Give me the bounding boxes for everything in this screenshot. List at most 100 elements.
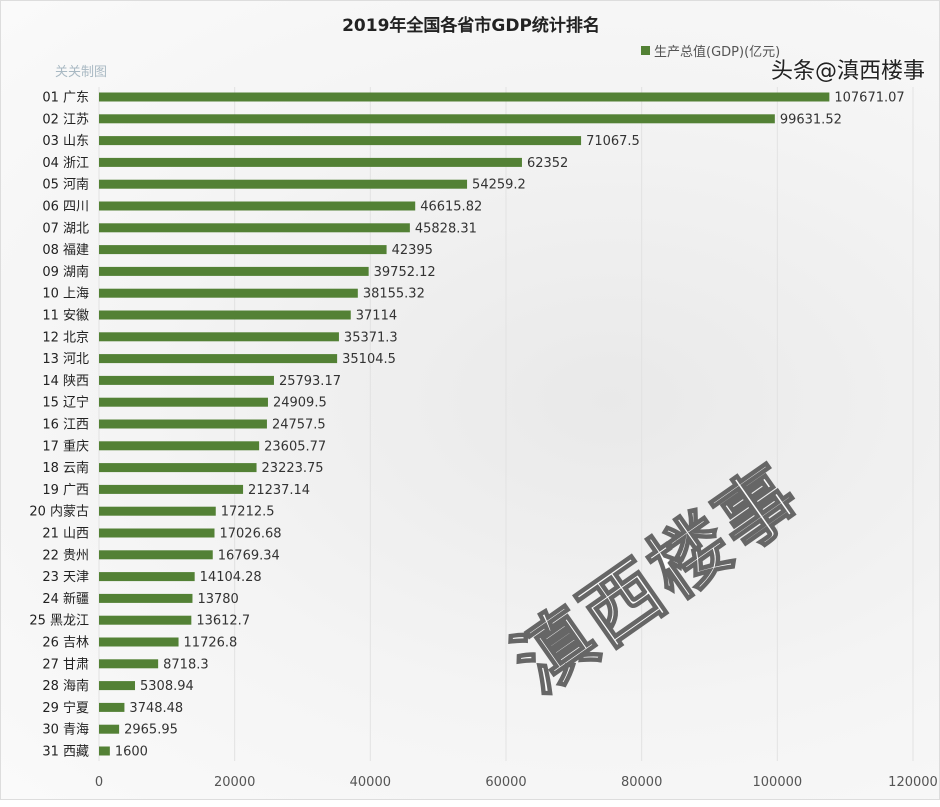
- credit-watermark: 头条@滇西楼事: [770, 59, 925, 84]
- bar: [99, 702, 125, 712]
- value-label: 39752.12: [374, 265, 436, 280]
- bar: [99, 419, 267, 429]
- value-label: 3748.48: [129, 701, 183, 716]
- category-label: 20 内蒙古: [29, 504, 89, 520]
- bar: [99, 332, 339, 342]
- category-label: 30 青海: [42, 723, 89, 738]
- bar: [99, 593, 193, 603]
- bar: [99, 550, 213, 560]
- category-label: 09 湖南: [42, 264, 89, 280]
- maker-label: 关关制图: [55, 65, 108, 80]
- value-label: 99631.52: [780, 112, 842, 127]
- category-label: 26 吉林: [42, 636, 89, 651]
- bar: [99, 506, 216, 516]
- bar: [99, 724, 120, 734]
- category-label: 22 贵州: [42, 548, 89, 563]
- value-label: 62352: [527, 156, 568, 171]
- value-label: 23605.77: [264, 439, 326, 454]
- bar: [99, 288, 358, 298]
- category-label: 18 云南: [42, 460, 89, 476]
- category-label: 11 安徽: [42, 309, 89, 324]
- bar: [99, 659, 159, 669]
- value-label: 2965.95: [124, 723, 178, 738]
- category-label: 23 天津: [42, 570, 89, 585]
- x-tick-label: 100000: [753, 775, 803, 790]
- value-label: 42395: [392, 243, 433, 258]
- value-label: 17026.68: [219, 527, 281, 542]
- category-label: 31 西藏: [42, 745, 89, 760]
- value-label: 46615.82: [420, 200, 482, 215]
- category-label: 03 山东: [42, 134, 89, 149]
- value-label: 13780: [197, 592, 238, 607]
- legend-label: 生产总值(GDP)(亿元): [654, 45, 781, 60]
- category-label: 29 宁夏: [42, 700, 89, 716]
- bar: [99, 637, 179, 647]
- value-label: 45828.31: [415, 221, 477, 236]
- category-label: 05 河南: [42, 177, 89, 193]
- value-label: 16769.34: [218, 548, 280, 563]
- bar: [99, 266, 369, 276]
- value-label: 14104.28: [200, 570, 262, 585]
- value-label: 17212.5: [221, 505, 275, 520]
- category-label: 15 辽宁: [42, 395, 89, 411]
- category-label: 24 新疆: [42, 591, 89, 607]
- bar: [99, 746, 110, 756]
- bar: [99, 354, 338, 364]
- bar: [99, 157, 522, 167]
- category-label: 13 河北: [42, 352, 89, 367]
- value-label: 8718.3: [163, 657, 209, 672]
- chart-title: 2019年全国各省市GDP统计排名: [342, 16, 600, 36]
- value-label: 35371.3: [344, 330, 398, 345]
- bar: [99, 92, 830, 102]
- category-label: 25 黑龙江: [29, 614, 89, 629]
- bar: [99, 572, 195, 582]
- x-tick-label: 0: [95, 775, 103, 790]
- category-label: 27 甘肃: [42, 657, 89, 672]
- value-label: 1600: [115, 745, 148, 760]
- x-tick-label: 120000: [888, 775, 938, 790]
- category-label: 19 广西: [42, 483, 89, 498]
- value-label: 5308.94: [140, 679, 194, 694]
- bar: [99, 136, 582, 146]
- category-label: 21 山西: [42, 527, 89, 542]
- value-label: 25793.17: [279, 374, 341, 389]
- category-label: 02 江苏: [42, 111, 89, 127]
- category-label: 16 江西: [42, 418, 89, 433]
- x-tick-label: 20000: [214, 775, 255, 790]
- bar: [99, 528, 215, 538]
- value-label: 38155.32: [363, 287, 425, 302]
- value-label: 37114: [356, 309, 397, 324]
- x-tick-label: 40000: [350, 775, 391, 790]
- category-label: 01 广东: [42, 91, 89, 106]
- value-label: 24909.5: [273, 396, 327, 411]
- category-label: 12 北京: [42, 330, 89, 345]
- bar: [99, 201, 416, 211]
- bar: [99, 397, 268, 407]
- category-label: 17 重庆: [42, 438, 89, 454]
- bar: [99, 114, 775, 124]
- x-tick-label: 80000: [621, 775, 662, 790]
- bar: [99, 441, 260, 451]
- value-label: 54259.2: [472, 178, 526, 193]
- x-tick-label: 60000: [485, 775, 526, 790]
- value-label: 11726.8: [184, 636, 238, 651]
- value-label: 71067.5: [586, 134, 640, 149]
- bar: [99, 223, 410, 233]
- bar: [99, 615, 192, 625]
- legend: 生产总值(GDP)(亿元): [641, 41, 780, 60]
- value-label: 24757.5: [272, 418, 326, 433]
- category-label: 08 福建: [42, 243, 89, 258]
- category-label: 07 湖北: [42, 221, 89, 236]
- value-label: 35104.5: [342, 352, 396, 367]
- legend-swatch: [641, 46, 650, 55]
- bar: [99, 245, 387, 255]
- value-label: 23223.75: [262, 461, 324, 476]
- bar: [99, 484, 244, 494]
- bar: [99, 179, 468, 189]
- bar: [99, 310, 351, 320]
- bar: [99, 463, 257, 473]
- category-label: 28 海南: [42, 678, 89, 694]
- value-label: 107671.07: [834, 91, 904, 106]
